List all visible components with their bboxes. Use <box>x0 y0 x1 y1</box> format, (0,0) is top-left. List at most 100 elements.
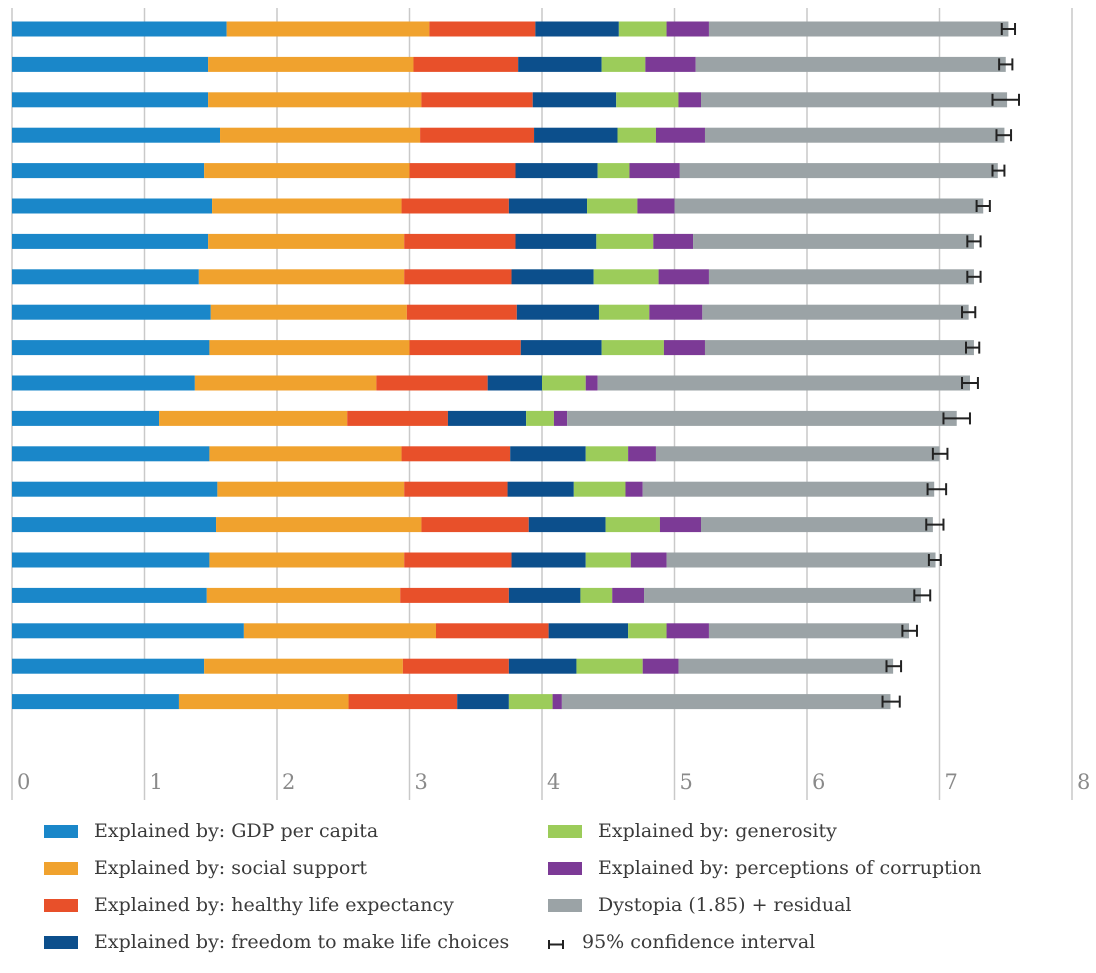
bar-segment <box>508 198 588 214</box>
bar-segment <box>209 340 410 356</box>
bar-segment <box>210 304 407 320</box>
bar-segment <box>508 694 553 710</box>
bar-segment <box>567 410 957 426</box>
legend-swatch <box>44 898 78 912</box>
bar-segment <box>12 340 210 356</box>
bar-segment <box>580 587 613 603</box>
bar-segment <box>206 587 401 603</box>
x-tick-label: 6 <box>812 770 825 794</box>
bar-segment <box>400 587 509 603</box>
bars <box>12 21 1009 710</box>
bar-segment <box>649 304 703 320</box>
x-tick-label: 7 <box>945 770 958 794</box>
bar-segment <box>593 269 659 285</box>
bar-segment <box>347 410 448 426</box>
bar-segment <box>518 56 602 72</box>
x-tick-label: 0 <box>17 770 30 794</box>
x-tick-label: 4 <box>547 770 560 794</box>
bar-segment <box>598 304 650 320</box>
legend-swatch <box>44 935 78 949</box>
confidence-interval <box>961 306 977 319</box>
legend-item-corruption: Explained by: perceptions of corruption <box>548 853 982 883</box>
bar-segment <box>701 517 933 533</box>
legend-swatch <box>44 861 78 875</box>
bar-segment <box>645 56 696 72</box>
bar-segment <box>12 587 207 603</box>
bar-segment <box>520 340 602 356</box>
bar-segment <box>421 92 533 108</box>
bar-segment <box>209 552 405 568</box>
bar-segment <box>413 56 519 72</box>
bar-segment <box>511 269 594 285</box>
bar-segment <box>447 410 527 426</box>
bar-segment <box>510 446 586 462</box>
bar-segment <box>508 658 577 674</box>
bar-segment <box>198 269 405 285</box>
bar-segment <box>402 658 509 674</box>
legend-swatch <box>548 824 582 838</box>
x-tick-label: 1 <box>150 770 163 794</box>
confidence-interval <box>926 483 948 496</box>
bar-segment <box>12 481 218 497</box>
legend-label: Explained by: GDP per capita <box>94 820 379 842</box>
legend-label: Explained by: freedom to make life choic… <box>94 931 510 953</box>
bar-segment <box>653 233 694 249</box>
bar-segment <box>436 623 549 639</box>
bar-segment <box>663 340 705 356</box>
bar-segment <box>401 446 511 462</box>
bar-segment <box>655 446 940 462</box>
bar-segment <box>693 233 974 249</box>
bar-segment <box>457 694 509 710</box>
gridlines <box>11 8 1073 800</box>
bar-segment <box>708 623 910 639</box>
bar-segment <box>12 233 209 249</box>
bar-segment <box>409 163 516 179</box>
legend-item-dystopia: Dystopia (1.85) + residual <box>548 890 852 920</box>
legend-item-gdp: Explained by: GDP per capita <box>44 816 378 846</box>
x-tick-label: 5 <box>680 770 693 794</box>
legend-item-life-expectancy: Explained by: healthy life expectancy <box>44 890 454 920</box>
bar-segment <box>628 623 667 639</box>
bar-segment <box>612 587 645 603</box>
bar-segment <box>535 21 619 37</box>
confidence-interval <box>965 341 981 354</box>
bar-segment <box>596 233 654 249</box>
bar-segment <box>12 198 213 214</box>
legend-label: Explained by: generosity <box>598 820 837 842</box>
bar-segment <box>597 163 630 179</box>
confidence-interval <box>995 129 1013 142</box>
bar-segment <box>701 92 1008 108</box>
bar-segment <box>576 658 643 674</box>
bar-segment <box>553 410 568 426</box>
x-axis-tick-labels: 0 1 2 3 4 5 6 7 8 <box>17 770 1090 794</box>
bar-segment <box>585 375 598 391</box>
bar-segment <box>704 340 974 356</box>
legend-label: Explained by: perceptions of corruption <box>598 857 982 879</box>
bar-segment <box>12 552 210 568</box>
x-tick-label: 2 <box>282 770 295 794</box>
bar-segment <box>532 92 617 108</box>
bar-segment <box>587 198 638 214</box>
bar-segment <box>628 446 656 462</box>
bar-segment <box>404 269 512 285</box>
bar-segment <box>658 269 709 285</box>
bar-segment <box>406 304 517 320</box>
confidence-interval <box>931 447 949 460</box>
legend-label: Dystopia (1.85) + residual <box>598 894 852 916</box>
bar-segment <box>561 694 891 710</box>
bar-segment <box>515 233 597 249</box>
bar-segment <box>585 446 629 462</box>
bar-segment <box>678 92 701 108</box>
bar-segment <box>12 446 210 462</box>
bar-segment <box>204 658 403 674</box>
bar-segment <box>597 375 970 391</box>
bar-segment <box>601 340 664 356</box>
bar-segment <box>220 127 421 143</box>
legend-item-social-support: Explained by: social support <box>44 853 367 883</box>
bar-segment <box>178 694 349 710</box>
confidence-interval <box>927 554 942 566</box>
bar-segment <box>511 552 586 568</box>
bar-segment <box>666 623 709 639</box>
bar-segment <box>655 127 705 143</box>
happiness-stacked-bar-chart: 0 1 2 3 4 5 6 7 8 <box>11 8 1090 800</box>
